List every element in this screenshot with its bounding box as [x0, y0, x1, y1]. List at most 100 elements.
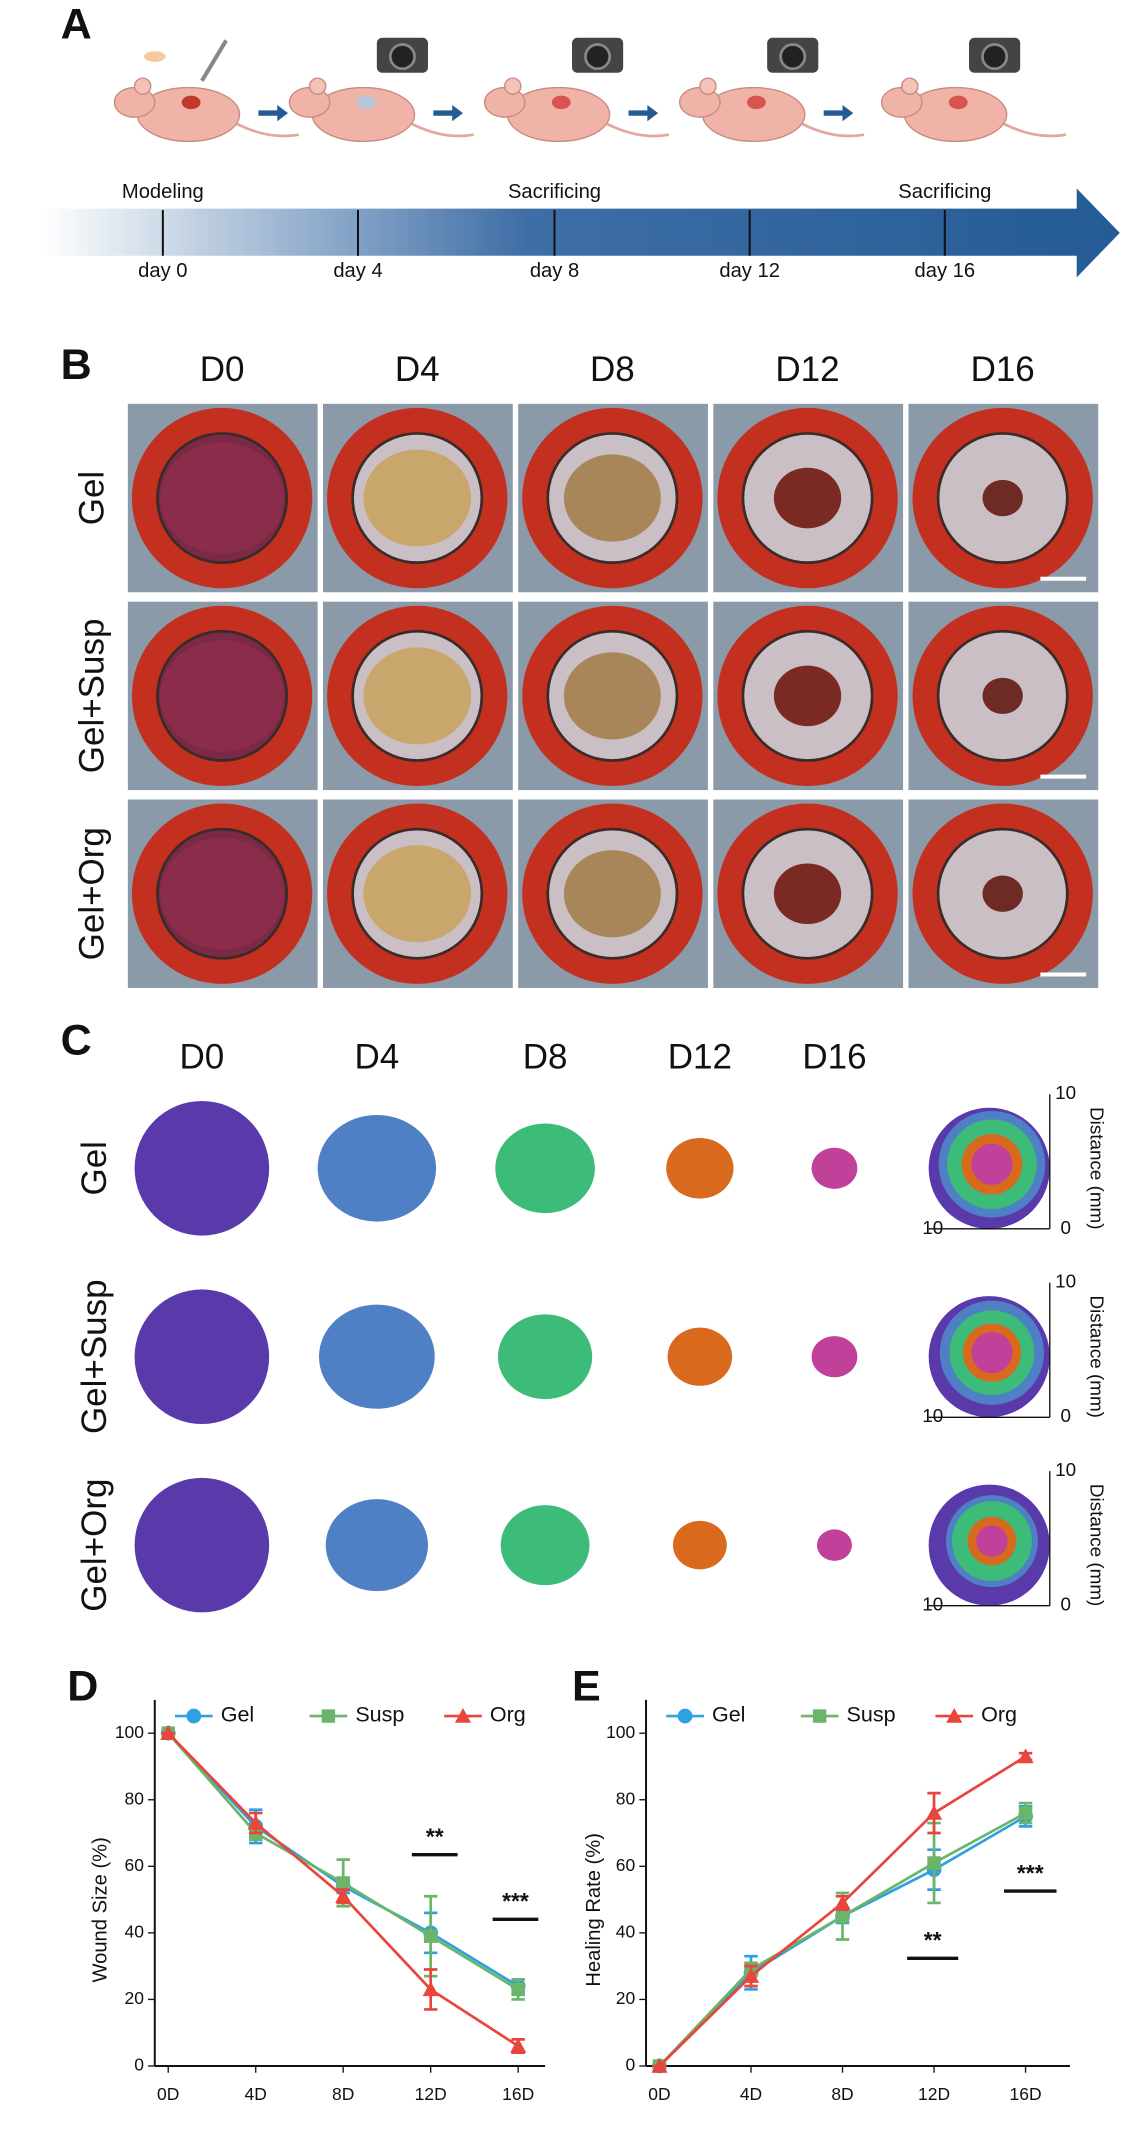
row-label: Gel: [75, 1141, 114, 1195]
series: [652, 1801, 1033, 2073]
marker: [1018, 1806, 1033, 1820]
row-label: Gel+Org: [75, 1479, 114, 1612]
wound: [363, 845, 472, 943]
wound-spot: [746, 95, 766, 110]
legend-marker: [946, 1707, 963, 1723]
y-tick-label: 40: [616, 1921, 636, 1941]
mouse-icon: [678, 37, 865, 143]
mouse-icon: [483, 37, 670, 143]
camera-lens: [388, 43, 416, 71]
wound-outline: [811, 1147, 858, 1189]
marker: [160, 1725, 177, 1740]
legend-label: Gel: [221, 1703, 254, 1727]
series: [160, 1725, 527, 2055]
map-tick: 10: [922, 1594, 943, 1615]
marker: [925, 1804, 943, 1820]
wound: [363, 647, 472, 745]
marker: [247, 1814, 264, 1830]
panel-letter: C: [61, 1016, 92, 1064]
overlay-map: 10 0 10 Distance (mm): [922, 1271, 1107, 1427]
wound-photo: [323, 403, 513, 593]
y-tick-label: 80: [125, 1788, 145, 1808]
row-label: Gel+Org: [72, 827, 111, 960]
mouse-tail: [801, 122, 865, 138]
legend-marker: [677, 1708, 693, 1724]
y-tick-label: 0: [626, 2055, 636, 2075]
legend-label: Gel: [712, 1703, 745, 1727]
wound-outline: [318, 1304, 435, 1409]
y-tick-label: 60: [616, 1855, 636, 1875]
stage-label: Sacrificing: [898, 181, 991, 203]
wound-spot: [181, 95, 201, 110]
map-tick: 10: [922, 1217, 943, 1238]
wound-outline: [317, 1114, 437, 1222]
stage-label: Sacrificing: [508, 181, 601, 203]
wound: [563, 850, 661, 938]
timeline-arrow: [40, 188, 1120, 278]
row-label: Gel: [72, 471, 111, 525]
legend-marker: [321, 1709, 336, 1723]
mouse-icon: [288, 37, 474, 143]
wound-outline: [325, 1499, 428, 1592]
column-header: D12: [668, 1038, 732, 1077]
wound-photo: [713, 799, 904, 988]
map-tick: 10: [1055, 1459, 1076, 1480]
row-label: Gel+Susp: [75, 1279, 114, 1434]
wound-spot: [356, 95, 376, 110]
wound-photo: [518, 403, 708, 593]
wound: [982, 677, 1023, 715]
camera-lens: [584, 43, 612, 71]
x-tick-label: 12D: [415, 2084, 447, 2104]
marker: [927, 1856, 941, 1870]
wound-photo: [127, 403, 318, 593]
wound-outline: [816, 1529, 852, 1561]
scalpel: [200, 39, 228, 82]
wound: [160, 442, 284, 554]
day-label: day 12: [719, 260, 780, 282]
x-tick-label: 12D: [918, 2084, 950, 2104]
marker: [742, 1968, 760, 1983]
wound: [982, 479, 1023, 517]
significance-label: **: [924, 1927, 942, 1953]
map-axis-label: Distance (mm): [1087, 1296, 1108, 1418]
x-tick-label: 16D: [1010, 2084, 1042, 2104]
wound: [160, 640, 284, 752]
wound-photo: [127, 601, 318, 791]
mouse-tail: [606, 122, 670, 138]
map-axis-label: Distance (mm): [1087, 1107, 1108, 1229]
gel-drop: [144, 51, 166, 62]
mouse-tail: [236, 122, 300, 138]
mouse-icon: [113, 39, 300, 143]
mouse-tail: [411, 122, 474, 138]
step-arrow: [258, 105, 289, 122]
legend-label: Org: [490, 1703, 526, 1727]
wound-photo: [908, 601, 1099, 791]
x-tick-label: 16D: [502, 2084, 534, 2104]
map-tick: 0: [1061, 1594, 1071, 1615]
y-tick-label: 80: [616, 1788, 636, 1808]
marker: [511, 1982, 525, 1997]
panel-letter: D: [67, 1663, 98, 1711]
y-axis-label: Wound Size (%): [89, 1837, 111, 1982]
legend-label: Susp: [847, 1703, 896, 1727]
wound-outline: [134, 1100, 270, 1236]
panel-letter: B: [61, 341, 92, 389]
column-header: D16: [971, 350, 1035, 389]
wound-outline: [134, 1477, 270, 1613]
step-arrow: [628, 105, 659, 122]
marker: [335, 1888, 352, 1903]
legend-marker: [454, 1707, 472, 1723]
wound-spot: [948, 95, 968, 110]
y-tick-label: 100: [115, 1722, 144, 1742]
mouse-ear: [901, 77, 919, 95]
significance-label: ***: [502, 1888, 529, 1914]
map-tick: 10: [922, 1405, 943, 1426]
legend-label: Susp: [355, 1703, 404, 1727]
x-tick-label: 0D: [157, 2084, 179, 2104]
wound: [773, 863, 842, 925]
column-header: D16: [802, 1038, 866, 1077]
marker: [835, 1909, 850, 1923]
significance-label: ***: [1017, 1860, 1044, 1886]
overlay-map: 10 0 10 Distance (mm): [922, 1459, 1107, 1615]
